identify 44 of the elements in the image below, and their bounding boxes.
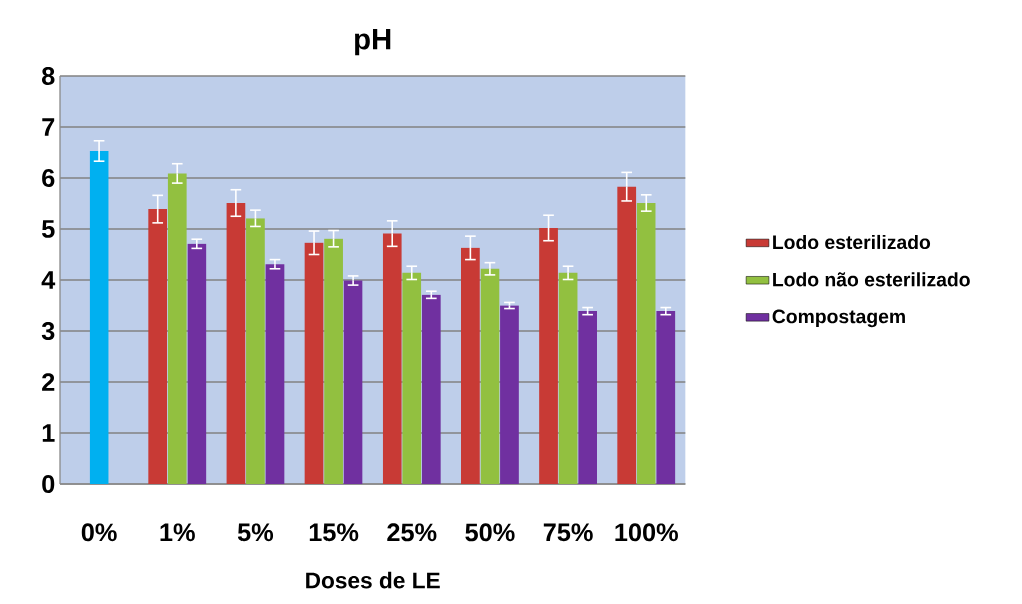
- x-tick-label: 15%: [309, 523, 359, 542]
- legend-label: Lodo não esterilizado: [773, 272, 970, 287]
- bar: [382, 233, 402, 484]
- x-tick-label: 1%: [160, 523, 195, 542]
- bar: [187, 243, 207, 484]
- y-tick-label: 3: [41, 322, 55, 340]
- bar: [636, 202, 656, 484]
- bar: [89, 150, 109, 484]
- bar: [617, 186, 637, 484]
- x-tick-label: 100%: [615, 523, 678, 542]
- legend-label: Lodo esterilizado: [773, 234, 931, 250]
- bar: [324, 238, 343, 484]
- y-tick-label: 0: [42, 475, 55, 493]
- y-tick-label: 1: [42, 424, 55, 442]
- bar: [539, 227, 558, 484]
- bar: [461, 247, 480, 484]
- bar: [480, 268, 500, 484]
- bar: [656, 311, 676, 484]
- y-tick-label: 6: [42, 169, 55, 187]
- bar: [148, 209, 168, 484]
- bar: [402, 272, 422, 484]
- bar: [167, 173, 187, 484]
- bar: [421, 294, 441, 484]
- y-tick-label: 4: [41, 271, 56, 289]
- bar: [226, 202, 246, 484]
- y-tick-label: 5: [41, 220, 55, 238]
- x-tick-label: 50%: [465, 523, 515, 542]
- y-tick-label: 2: [42, 373, 55, 391]
- bar: [304, 242, 324, 484]
- bar: [265, 264, 285, 484]
- bar: [500, 305, 519, 484]
- bar: [246, 218, 265, 484]
- x-tick-label: 75%: [543, 523, 593, 542]
- x-axis-title: Doses de LE: [306, 571, 440, 589]
- legend-label: Compostagem: [772, 309, 905, 328]
- x-tick-label: 5%: [237, 523, 274, 542]
- x-tick-label: 0%: [81, 523, 117, 542]
- bar: [343, 280, 363, 484]
- bar: [558, 272, 578, 484]
- x-tick-label: 25%: [387, 523, 437, 542]
- y-tick-label: 7: [42, 118, 55, 136]
- bar: [578, 311, 597, 484]
- chart-title: pH: [355, 29, 391, 56]
- y-tick-label: 8: [42, 67, 55, 85]
